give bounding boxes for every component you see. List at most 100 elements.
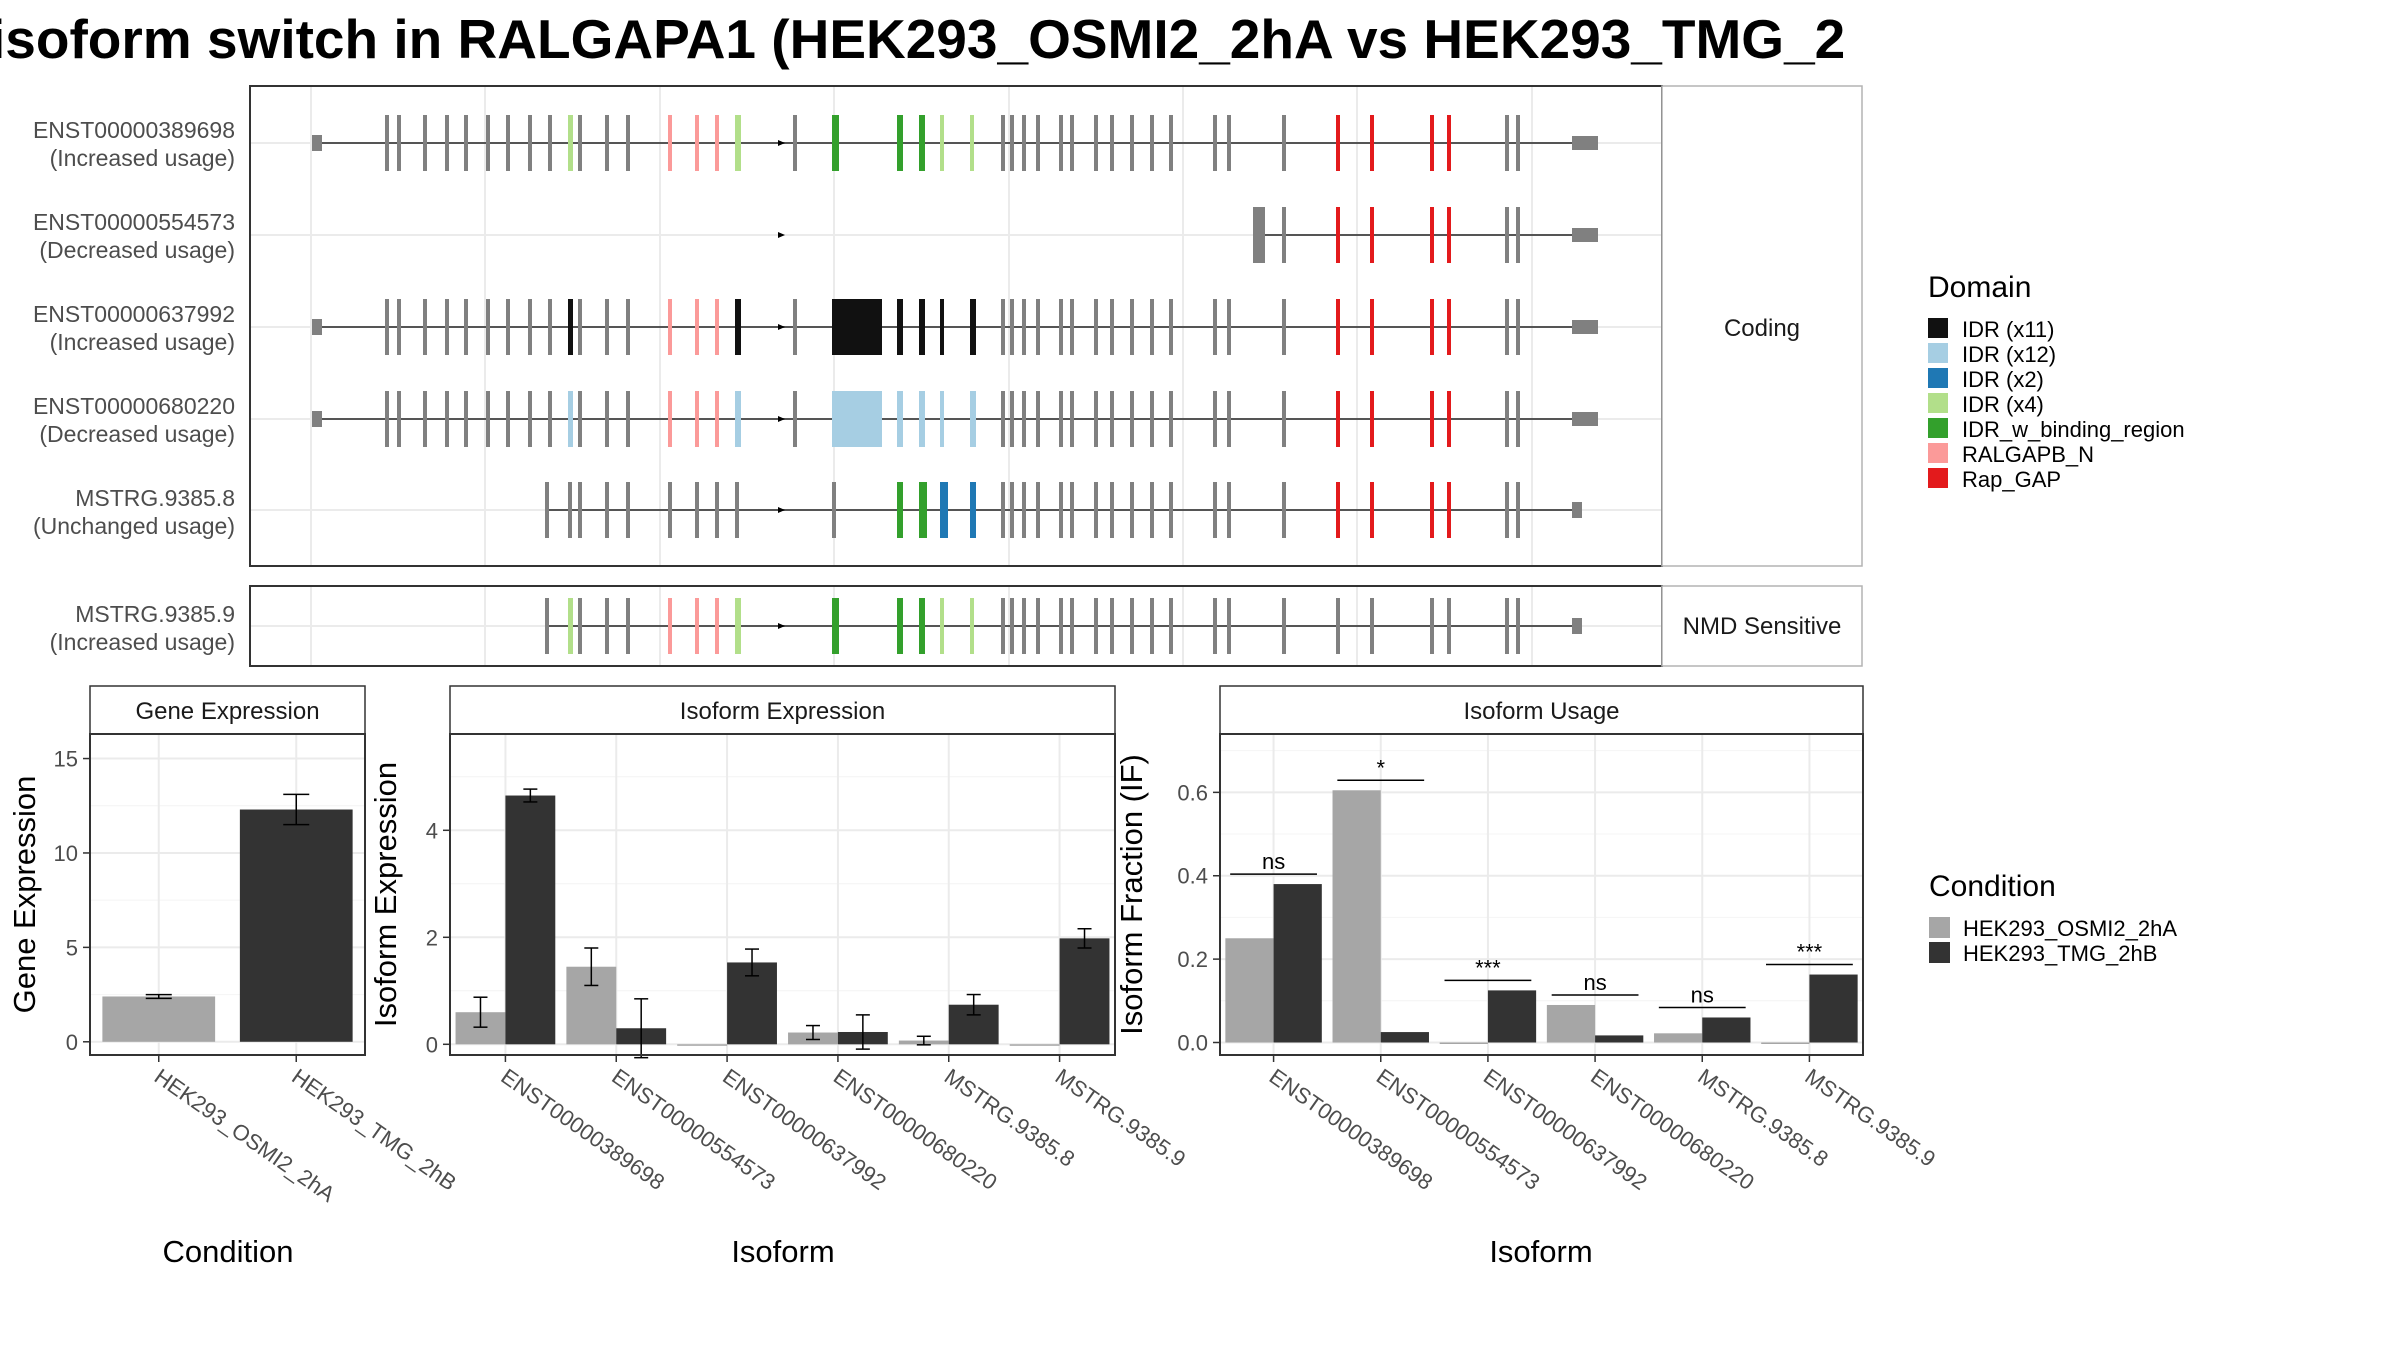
y-axis-title: Isoform Fraction (IF): [1114, 754, 1149, 1035]
exon: [832, 482, 836, 538]
transcript-id: MSTRG.9385.8: [75, 485, 235, 511]
exon: [1059, 598, 1063, 654]
legend-swatch-ralgapb-n: [1928, 443, 1948, 463]
domain-block: [970, 391, 976, 447]
transcript-usage: (Decreased usage): [39, 237, 235, 263]
exon: [1282, 598, 1286, 654]
domain-block: [1447, 207, 1451, 263]
plot-background: [1220, 734, 1863, 1055]
strand-arrow: [778, 140, 785, 146]
exon: [1150, 299, 1154, 355]
bar: [102, 996, 216, 1042]
exon: [1227, 299, 1231, 355]
exon: [1110, 482, 1114, 538]
exon: [1001, 598, 1005, 654]
exon: [1110, 115, 1114, 171]
exon: [626, 299, 630, 355]
strand-arrow: [778, 232, 785, 238]
domain-block: [919, 299, 925, 355]
domain-block: [970, 115, 974, 171]
domain-block: [735, 115, 741, 171]
y-tick-label: 0.0: [1177, 1030, 1208, 1055]
exon: [397, 299, 401, 355]
domain-block: [897, 598, 903, 654]
exon: [1447, 598, 1451, 654]
nmd-strip: [1661, 585, 1863, 667]
exon: [528, 299, 532, 355]
exon: [1169, 391, 1173, 447]
panel-strip-label: Isoform Usage: [1463, 698, 1619, 725]
exon: [1059, 115, 1063, 171]
domain-block: [832, 598, 839, 654]
domain-block: [832, 299, 882, 355]
y-tick-label: 0.2: [1177, 947, 1208, 972]
exon: [423, 391, 427, 447]
transcript-tracks: [312, 115, 1598, 654]
exon: [1572, 618, 1582, 634]
exon: [1036, 115, 1040, 171]
domain-block: [735, 598, 741, 654]
exon: [1001, 299, 1005, 355]
legend-swatch-tmg: [1929, 942, 1950, 963]
exon: [1070, 482, 1074, 538]
significance-label: ***: [1475, 955, 1501, 980]
domain-block: [897, 391, 903, 447]
exon: [1516, 482, 1520, 538]
bar: [1595, 1035, 1644, 1043]
plot-background: [450, 734, 1115, 1055]
domain-block: [832, 115, 839, 171]
strand-arrow: [778, 416, 785, 422]
legend-swatch-osmi2: [1929, 917, 1950, 938]
domain-block: [1447, 115, 1451, 171]
transcript-id: ENST00000637992: [33, 301, 235, 327]
exon: [1010, 299, 1014, 355]
exon: [1213, 391, 1217, 447]
transcript-structure-panel: Coding NMD Sensitive ENST00000389698 (In…: [33, 85, 1863, 667]
legend-label: IDR (x11): [1962, 317, 2055, 342]
domain-block: [897, 115, 903, 171]
exon: [397, 391, 401, 447]
exon: [1516, 299, 1520, 355]
exon: [1282, 299, 1286, 355]
domain-block: [1447, 482, 1451, 538]
exon: [1282, 115, 1286, 171]
exon: [1169, 598, 1173, 654]
exon: [793, 115, 797, 171]
bar: [505, 795, 556, 1045]
exon: [385, 391, 389, 447]
exon: [1010, 391, 1014, 447]
transcript-track: [778, 207, 1598, 263]
domain-block: [1370, 115, 1374, 171]
y-tick-label: 0: [426, 1032, 438, 1057]
exon: [1572, 502, 1582, 518]
exon: [423, 299, 427, 355]
domain-block: [1430, 207, 1434, 263]
domain-block: [695, 299, 699, 355]
domain-block: [1430, 115, 1434, 171]
exon: [1516, 598, 1520, 654]
domain-block: [695, 115, 699, 171]
domain-block: [568, 299, 573, 355]
domain-block: [940, 299, 944, 355]
exon: [486, 299, 490, 355]
bar: [1332, 790, 1381, 1043]
exon: [385, 299, 389, 355]
exon: [605, 115, 609, 171]
exon: [1022, 115, 1026, 171]
exon: [1094, 598, 1098, 654]
y-tick-label: 10: [54, 841, 78, 866]
exon: [578, 299, 582, 355]
domain-block: [695, 391, 699, 447]
legend-label: IDR (x4): [1962, 392, 2044, 417]
legend-label: Rap_GAP: [1962, 467, 2061, 492]
exon: [1022, 598, 1026, 654]
domain-legend-title: Domain: [1928, 271, 2031, 304]
exon: [1022, 299, 1026, 355]
condition-legend: Condition HEK293_OSMI2_2hA HEK293_TMG_2h…: [1929, 870, 2177, 966]
exon: [1505, 207, 1509, 263]
legend-swatch-idr-x2: [1928, 368, 1948, 388]
bar: [1225, 938, 1274, 1043]
exon: [1070, 299, 1074, 355]
exon: [1036, 391, 1040, 447]
transcript-track: [545, 482, 1582, 538]
